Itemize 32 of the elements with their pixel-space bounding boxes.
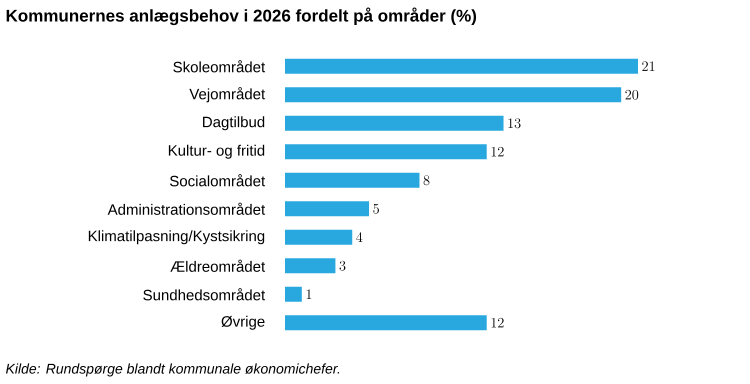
data-label: 4 (356, 232, 362, 242)
y-tick-label: Sundhedsområdet (143, 288, 266, 300)
bar (285, 201, 370, 216)
bar (285, 144, 487, 160)
bar (285, 172, 420, 188)
data-label: 20 (625, 90, 638, 100)
bar (285, 286, 302, 302)
data-label: 21 (642, 61, 654, 71)
data-label: 8 (424, 175, 430, 186)
y-tick-label: Øvrige (222, 316, 265, 330)
y-tick-label: Administrationsområdet (108, 202, 266, 215)
data-label: 1 (306, 289, 312, 299)
bar (285, 87, 622, 102)
bar (285, 116, 504, 131)
y-tick-label: Klimatilpasning/Kystsikring (88, 230, 264, 244)
data-label: 12 (492, 146, 504, 156)
y-tick-label: Ældreområdet (170, 260, 266, 272)
y-tick-label: Skoleområdet (173, 60, 266, 72)
chart-title: Kommunernes anlægsbehov i 2026 fordelt på områder (%) (6, 8, 476, 26)
bar (285, 58, 638, 74)
data-label: 13 (508, 118, 521, 128)
y-tick-label: Kultur- og fritid (168, 144, 264, 159)
bar (285, 315, 487, 330)
bar (285, 230, 352, 245)
text: Kilde: Rundspørge blandt kommunale økonomichefer. (6, 363, 340, 376)
y-tick-label: Vejområdet (189, 87, 266, 102)
data-label: 3 (340, 260, 346, 271)
y-tick-label: Socialområdet (170, 174, 266, 186)
bar (285, 258, 336, 274)
data-label: 5 (373, 204, 379, 214)
y-tick-label: Dagtilbud (203, 116, 264, 130)
data-label: 12 (492, 318, 504, 328)
